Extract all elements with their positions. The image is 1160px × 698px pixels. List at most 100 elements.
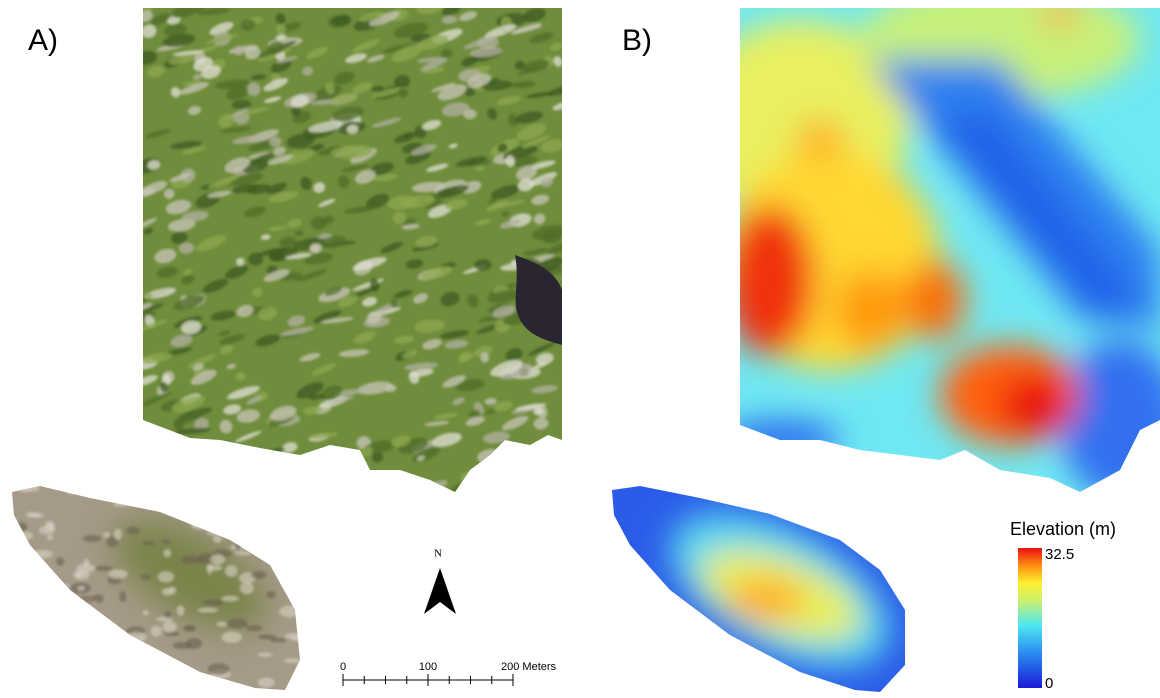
ortho-patch: [256, 467, 270, 479]
ortho-patch: [378, 474, 405, 485]
panel-label: B): [622, 24, 652, 57]
island-patch: [47, 535, 54, 540]
island-patch: [163, 621, 177, 633]
island-patch: [227, 618, 248, 628]
island-patch: [142, 541, 156, 546]
island-patch: [266, 591, 276, 599]
ortho-patch: [212, 483, 240, 503]
ortho-patch: [286, 471, 321, 482]
island-patch: [186, 684, 201, 689]
north-arrow: N: [424, 548, 456, 614]
island-patch: [78, 586, 85, 591]
island-patch: [201, 505, 211, 513]
island-patch: [80, 629, 87, 637]
island-patch: [76, 564, 95, 573]
island-patch: [133, 647, 139, 653]
island-patch: [31, 550, 52, 559]
ortho-patch: [251, 469, 264, 481]
island-patch: [291, 509, 303, 519]
island-patch: [103, 532, 110, 538]
island-patch: [221, 596, 239, 602]
island-patch: [95, 566, 112, 572]
ortho-patch: [394, 486, 430, 502]
island-patch: [134, 651, 150, 663]
ortho-patch: [493, 447, 526, 456]
island-patch: [225, 565, 238, 577]
island-patch: [162, 588, 173, 596]
island-patch: [270, 638, 287, 643]
island-patch: [301, 506, 307, 511]
ortho-patch: [330, 485, 361, 501]
island-patch: [208, 663, 230, 674]
island-patch: [222, 522, 234, 529]
island-patch: [293, 601, 312, 607]
island-patch: [197, 608, 218, 613]
island-patch: [234, 551, 252, 555]
island-patch: [86, 610, 95, 621]
island-patch: [207, 563, 213, 574]
ortho-patch: [479, 466, 509, 486]
orthophoto: [129, 0, 579, 506]
island-patch: [102, 489, 110, 499]
island-patch: [129, 498, 150, 504]
ortho-patch: [545, 459, 562, 474]
ortho-patch: [154, 434, 181, 445]
island-patch: [183, 627, 196, 632]
island-patch: [51, 650, 71, 661]
island-patch: [216, 621, 226, 626]
island-patch: [15, 522, 27, 532]
island-patch: [21, 606, 31, 614]
island-patch: [280, 485, 299, 493]
island-patch: [177, 605, 185, 615]
island-patch: [149, 654, 168, 665]
panel-label: A): [28, 24, 58, 57]
island-patch: [119, 591, 126, 602]
island-patch: [297, 664, 304, 671]
island-patch: [141, 574, 152, 580]
island-patch: [285, 633, 305, 640]
island-patch: [163, 549, 171, 557]
color-bar: [1018, 548, 1042, 688]
ortho-patch: [300, 460, 321, 474]
figure: A) B) N 0 100 200 Meters Elevation (m) 3…: [0, 0, 1160, 698]
arrow-right: [440, 568, 456, 614]
island-patch: [258, 500, 271, 504]
island-patch: [24, 576, 43, 581]
island-patch: [279, 606, 300, 618]
island-patch: [143, 610, 149, 615]
ortho-patch: [503, 446, 519, 460]
island-patch: [252, 496, 272, 504]
island-patch: [181, 685, 202, 695]
island-patch: [151, 626, 162, 637]
island-patch: [261, 508, 276, 517]
island-patch: [166, 666, 182, 672]
legend-min: 0: [1045, 675, 1053, 692]
island-patch: [49, 614, 62, 619]
ortho-patch: [140, 447, 169, 461]
island-patch: [241, 493, 247, 501]
ortho-patch: [389, 475, 403, 487]
island-patch: [22, 567, 34, 572]
island-patch: [10, 626, 22, 634]
island-patch: [128, 676, 141, 686]
island-patch: [56, 557, 64, 566]
ortho-patch: [506, 489, 526, 504]
ortho-patch: [372, 478, 404, 492]
ortho-patch: [155, 468, 167, 477]
island-patch: [279, 512, 298, 519]
ortho-patch: [261, 460, 279, 472]
ortho-patch: [221, 448, 232, 458]
island-patch: [34, 598, 47, 610]
ortho-patch: [209, 458, 233, 472]
island-patch: [210, 554, 225, 565]
scale-label: 0: [340, 661, 346, 673]
scale-label: 100: [419, 661, 437, 673]
island-patch: [95, 667, 103, 674]
island-patch: [68, 678, 76, 686]
ortho-patch: [510, 492, 524, 502]
ortho-patch: [489, 476, 522, 490]
dem: [690, 0, 1160, 500]
ortho-patch: [175, 446, 187, 455]
legend-title: Elevation (m): [1010, 519, 1116, 539]
island-patch: [110, 666, 121, 678]
